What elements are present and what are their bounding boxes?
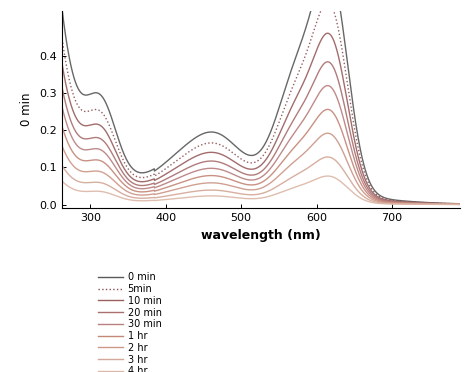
- X-axis label: wavelength (nm): wavelength (nm): [201, 229, 320, 242]
- Y-axis label: 0 min: 0 min: [20, 93, 34, 126]
- Legend: 0 min, 5min, 10 min, 20 min, 30 min, 1 hr, 2 hr, 3 hr, 4 hr: 0 min, 5min, 10 min, 20 min, 30 min, 1 h…: [98, 272, 162, 372]
